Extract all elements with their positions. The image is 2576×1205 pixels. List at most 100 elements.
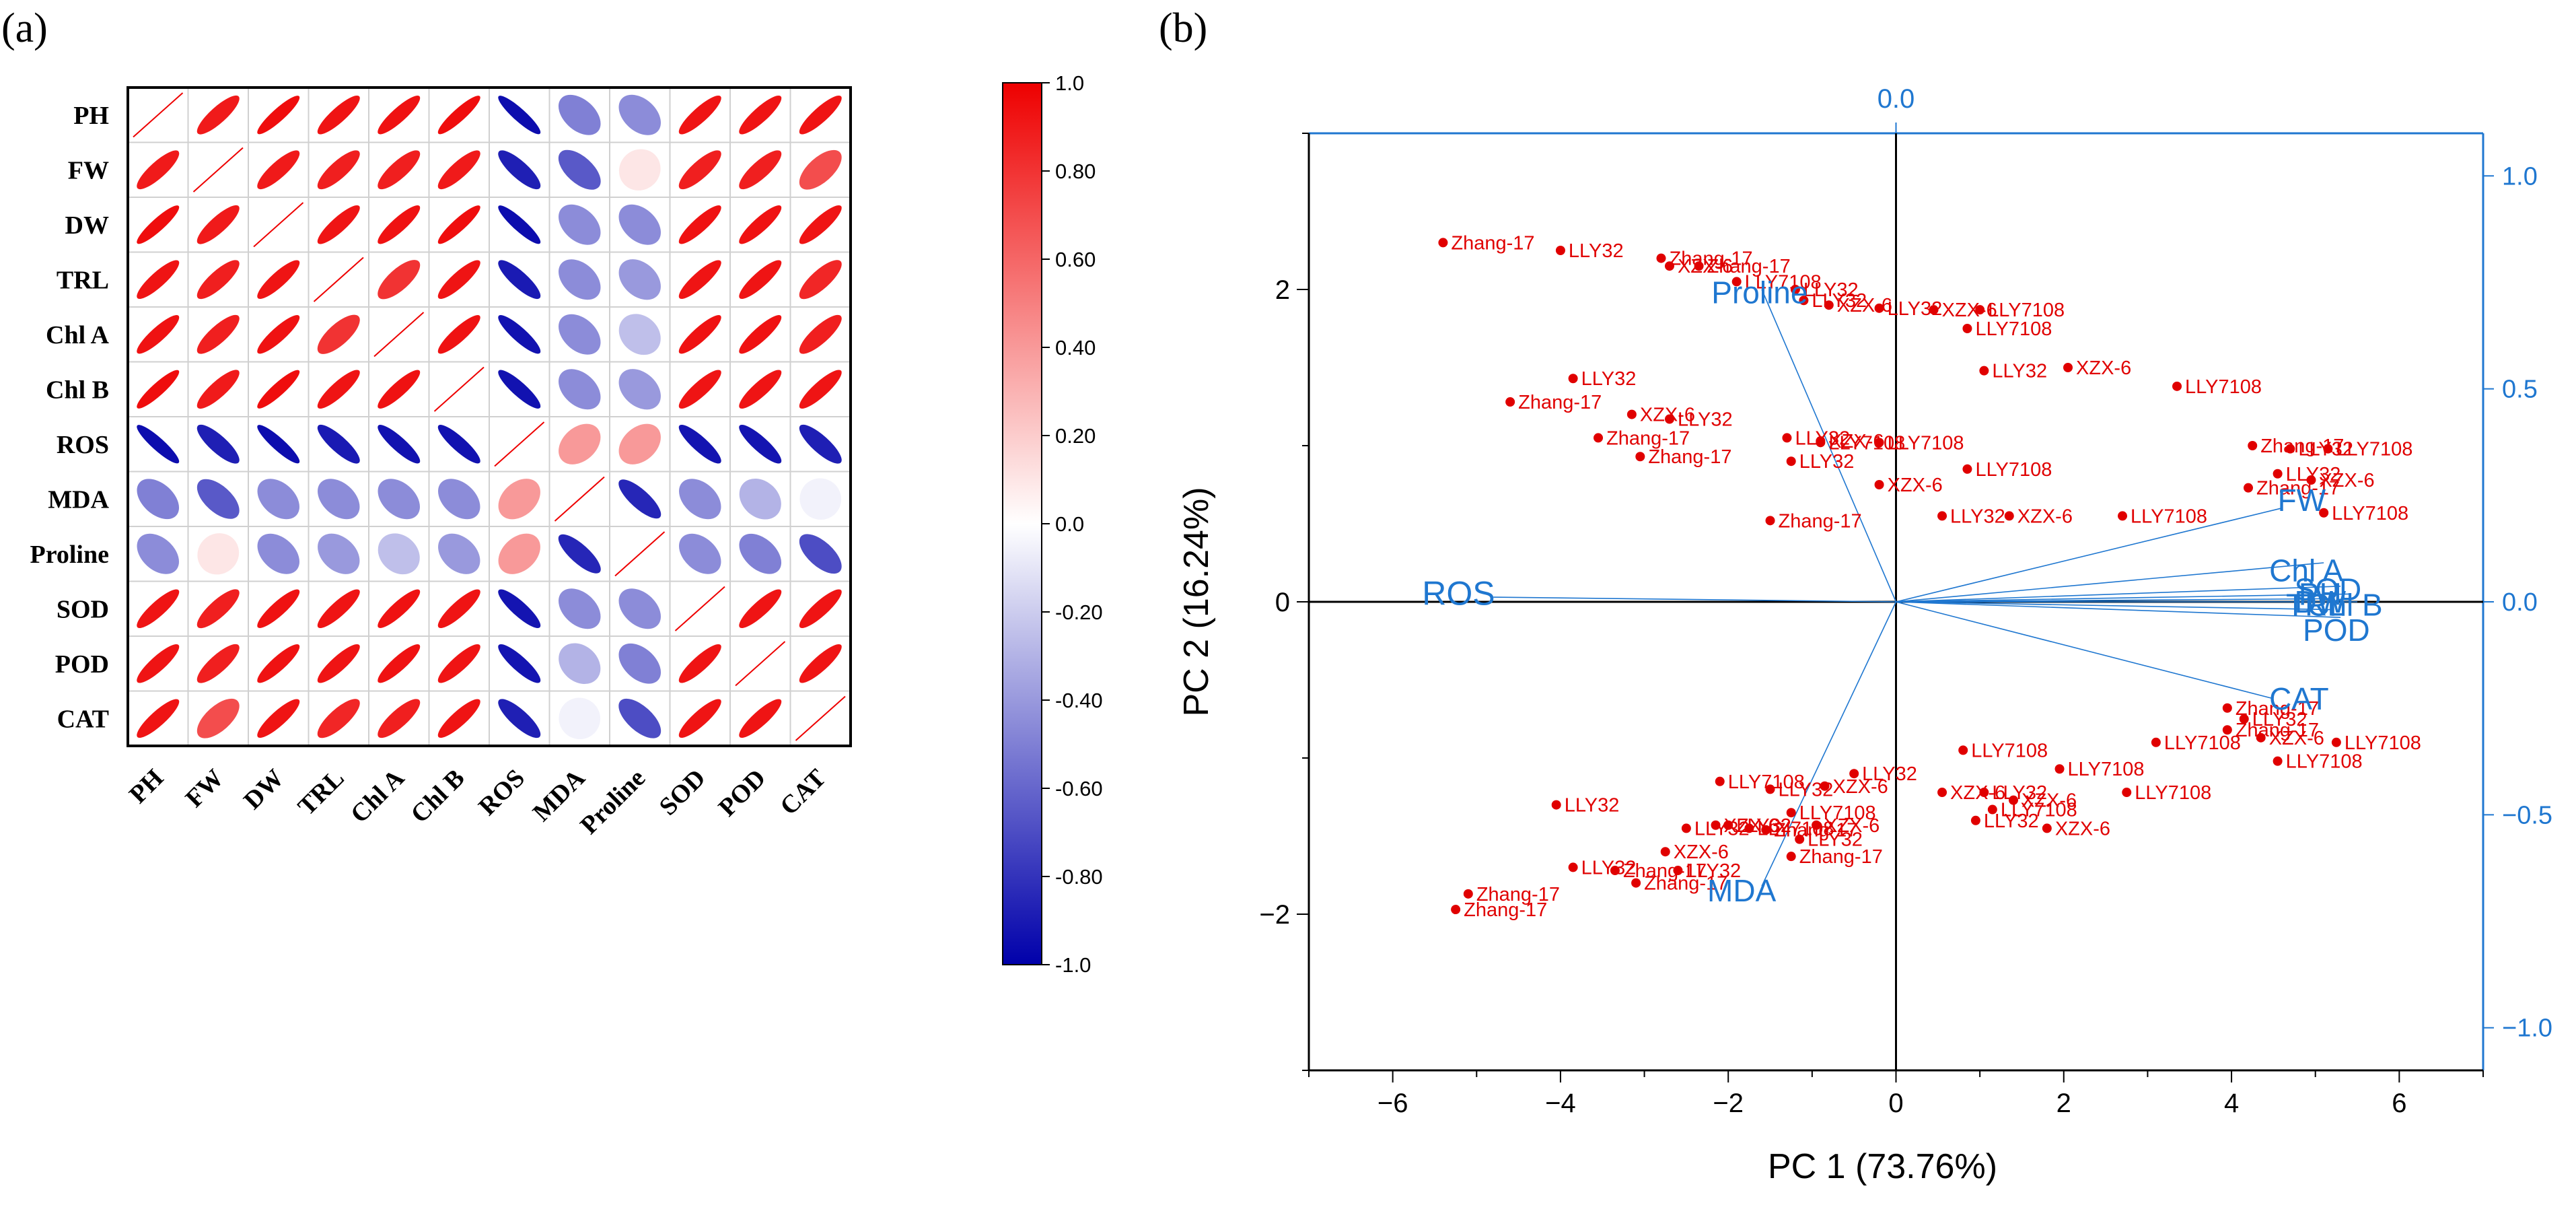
row-label: POD: [55, 650, 109, 679]
row-label: Chl B: [46, 376, 109, 404]
colorbar-tick-label: -1.0: [1055, 953, 1091, 977]
correlation-ellipse: [739, 699, 782, 738]
correlation-ellipse: [378, 205, 421, 244]
sample-point: [1673, 866, 1683, 876]
correlation-ellipse: [137, 479, 180, 520]
loading-label: POD: [2303, 613, 2370, 648]
correlation-ellipse: [257, 425, 300, 464]
sample-point: [2151, 737, 2161, 747]
sample-label: XZX-6: [1837, 295, 1892, 316]
sample-point: [1937, 788, 1947, 798]
correlation-ellipse: [799, 314, 842, 354]
sample-point: [1568, 374, 1578, 384]
sample-label: LLY32: [1992, 782, 2047, 804]
correlation-ellipse: [317, 589, 360, 629]
sample-point: [2222, 703, 2232, 713]
correlation-ellipse: [618, 314, 661, 355]
correlation-ellipse: [618, 423, 661, 464]
sample-point: [2244, 483, 2253, 493]
correlation-ellipse: [196, 260, 240, 300]
correlation-ellipse: [618, 643, 661, 684]
correlation-ellipse: [618, 259, 661, 300]
correlation-ellipse: [799, 205, 842, 244]
loading-label: TRL: [2286, 588, 2345, 623]
sample-point: [2323, 444, 2333, 454]
loading-vector: [1896, 508, 2283, 602]
sample-point: [1664, 261, 1674, 271]
top-tick-label: 0.0: [1877, 84, 1915, 114]
correlation-ellipse: [137, 205, 180, 244]
correlation-ellipse: [678, 205, 721, 244]
column-label: FW: [180, 764, 229, 813]
sample-point: [2319, 508, 2329, 518]
correlation-ellipse: [799, 589, 842, 629]
correlation-ellipse: [559, 259, 601, 300]
sample-label: LLY32: [1984, 811, 2039, 832]
sample-label: LLY32: [1581, 368, 1637, 390]
sample-point: [1937, 511, 1947, 521]
sample-label: LLY7108: [2068, 759, 2145, 780]
correlation-ellipse: [618, 94, 661, 135]
column-label: TRL: [293, 764, 350, 821]
correlation-ellipse: [739, 260, 782, 300]
sample-point: [2004, 511, 2014, 521]
diagonal-line: [614, 531, 666, 577]
sample-point: [2118, 511, 2128, 521]
sample-point: [2122, 788, 2132, 798]
correlation-ellipse: [378, 699, 421, 738]
sample-point: [1551, 800, 1561, 810]
sample-point: [1681, 823, 1691, 833]
correlation-ellipse: [378, 644, 421, 683]
loading-vector: [1761, 601, 1897, 887]
correlation-ellipse: [739, 424, 782, 464]
correlation-ellipse: [378, 589, 421, 628]
sample-point: [1874, 480, 1884, 489]
sample-point: [1664, 414, 1674, 424]
sample-point: [1962, 324, 1972, 333]
sample-label: LLY7108: [2345, 732, 2421, 754]
correlation-ellipse: [196, 205, 240, 244]
sample-point: [1979, 366, 1989, 376]
correlation-ellipse: [679, 533, 721, 574]
sample-point: [1631, 878, 1641, 888]
sample-label: Zhang-17: [1476, 884, 1560, 905]
correlation-ellipse: [558, 149, 601, 190]
sample-label: LLY7108: [1745, 271, 1822, 293]
sample-label: LLY32: [1803, 279, 1859, 301]
correlation-ellipse: [498, 589, 541, 629]
correlation-ellipse: [678, 95, 721, 135]
diagonal-line: [313, 256, 364, 302]
sample-label: Zhang-17: [1707, 256, 1791, 277]
diagonal-line: [795, 695, 846, 741]
correlation-ellipse: [137, 589, 180, 629]
correlation-ellipse: [739, 533, 782, 574]
correlation-ellipse: [196, 698, 240, 738]
correlation-ellipse: [317, 150, 360, 190]
correlation-ellipse: [378, 96, 421, 135]
correlation-ellipse: [137, 315, 180, 354]
correlation-ellipse: [438, 533, 480, 574]
loading-label: CAT: [2269, 681, 2329, 716]
sample-label: Zhang-17: [1464, 899, 1547, 921]
sample-label: Zhang-17: [1606, 427, 1690, 449]
row-label: Proline: [30, 541, 109, 569]
sample-label: XZX-6: [1888, 475, 1943, 496]
sample-point: [2256, 732, 2266, 743]
correlation-ellipse: [438, 479, 480, 520]
correlation-ellipse: [678, 260, 721, 300]
correlation-ellipse: [437, 315, 480, 354]
correlation-ellipse: [437, 644, 480, 683]
sample-point: [1975, 305, 1985, 315]
correlation-ellipse: [318, 533, 360, 574]
correlation-ellipse: [618, 698, 661, 738]
loading-vector: [1493, 596, 1896, 602]
column-label: Chl B: [405, 764, 470, 829]
sample-label: XZX-6: [2022, 790, 2077, 812]
loading-label: Chl A: [2269, 553, 2343, 588]
sample-point: [1786, 852, 1796, 862]
correlation-ellipse: [739, 315, 782, 354]
correlation-ellipse: [498, 644, 541, 683]
correlation-ellipse: [559, 314, 601, 355]
correlation-ellipse: [257, 479, 299, 520]
